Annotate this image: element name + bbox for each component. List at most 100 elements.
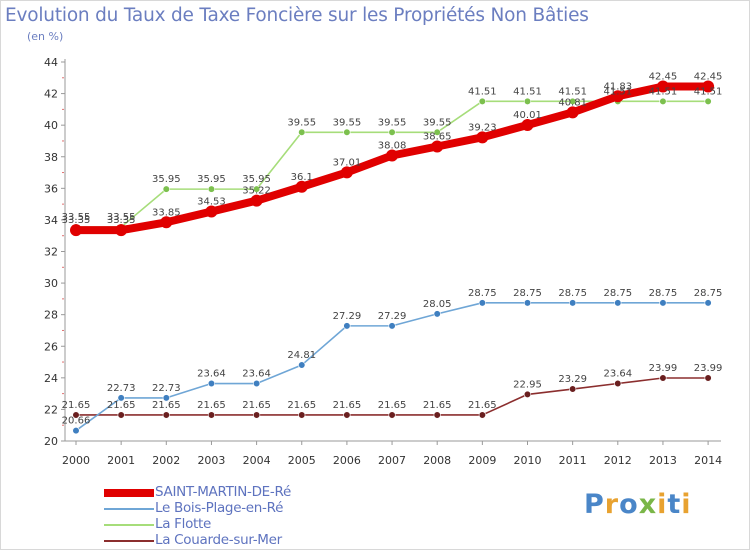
data-point-3-13 (659, 374, 667, 382)
data-point-1-11 (569, 299, 577, 307)
data-point-3-8 (433, 411, 441, 419)
data-point-1-14 (704, 299, 712, 307)
data-label-2-6: 39.55 (333, 117, 362, 128)
x-tick-label: 2014 (694, 454, 722, 467)
data-label-1-14: 28.75 (694, 288, 723, 299)
x-tick-label: 2003 (197, 454, 225, 467)
data-point-0-6 (340, 166, 353, 179)
data-point-2-8 (433, 128, 441, 136)
data-label-3-9: 21.65 (468, 400, 497, 411)
data-point-0-2 (160, 216, 173, 229)
legend-swatch (104, 540, 154, 542)
data-label-2-3: 35.95 (197, 174, 226, 185)
data-point-1-12 (614, 299, 622, 307)
data-label-2-9: 41.51 (468, 86, 497, 97)
y-tick-label: 26 (44, 340, 58, 353)
data-label-2-2: 35.95 (152, 174, 181, 185)
data-point-0-9 (476, 131, 489, 144)
data-point-2-6 (343, 128, 351, 136)
data-label-2-1: 33.55 (107, 212, 136, 223)
data-point-3-0 (72, 411, 80, 419)
y-tick-label: 38 (44, 151, 58, 164)
data-label-3-12: 23.64 (603, 369, 632, 380)
data-label-3-2: 21.65 (152, 400, 181, 411)
data-point-2-3 (207, 185, 216, 193)
data-point-3-14 (704, 374, 712, 382)
data-label-0-0: 33.35 (62, 215, 91, 226)
data-label-0-2: 33.85 (152, 207, 181, 218)
data-label-0-6: 37.01 (333, 157, 362, 168)
logo-letter: P (584, 489, 605, 520)
data-label-0-7: 38.08 (378, 140, 407, 151)
data-label-2-12: 41.51 (603, 86, 632, 97)
y-tick-label: 44 (44, 56, 58, 69)
data-point-1-13 (659, 299, 667, 307)
data-point-3-10 (523, 390, 532, 399)
legend-swatch (104, 489, 154, 497)
data-label-3-0: 21.65 (62, 400, 91, 411)
x-tick-label: 2001 (107, 454, 135, 467)
data-point-0-5 (295, 180, 308, 193)
data-label-0-4: 35.22 (242, 186, 271, 197)
data-point-1-1 (117, 394, 125, 402)
proxiti-logo: Proxiti (584, 489, 692, 520)
data-point-3-6 (343, 411, 351, 419)
data-point-0-13 (656, 80, 669, 93)
data-label-0-13: 42.45 (649, 71, 678, 82)
data-label-1-10: 28.75 (513, 288, 542, 299)
legend-label: La Flotte (155, 516, 212, 532)
data-point-1-2 (162, 394, 170, 402)
data-point-0-7 (386, 149, 399, 162)
data-label-0-11: 40.81 (558, 97, 587, 108)
logo-letter: i (657, 489, 668, 520)
data-label-0-3: 34.53 (197, 197, 226, 208)
data-label-3-7: 21.65 (378, 400, 407, 411)
data-point-1-8 (433, 310, 441, 318)
legend-label: SAINT-MARTIN-DE-Ré (155, 484, 291, 500)
data-label-2-14: 41.51 (694, 86, 723, 97)
data-point-3-2 (162, 411, 170, 419)
data-point-3-12 (614, 379, 622, 388)
data-label-2-4: 35.95 (242, 174, 271, 185)
x-tick-label: 2009 (468, 454, 496, 467)
x-tick-label: 2007 (378, 454, 406, 467)
data-point-2-13 (659, 97, 667, 105)
data-point-0-1 (115, 224, 128, 237)
data-point-0-4 (250, 194, 263, 207)
legend-label: La Couarde-sur-Mer (155, 532, 282, 548)
data-label-1-13: 28.75 (649, 288, 678, 299)
y-tick-label: 36 (44, 182, 58, 195)
legend-label: Le Bois-Plage-en-Ré (155, 500, 284, 516)
data-label-3-14: 23.99 (694, 363, 723, 374)
x-tick-label: 2005 (288, 454, 316, 467)
x-tick-label: 2002 (152, 454, 180, 467)
data-point-1-6 (343, 322, 351, 330)
data-label-1-6: 27.29 (333, 311, 362, 322)
data-point-0-11 (566, 106, 579, 119)
data-point-3-5 (298, 411, 306, 419)
data-label-0-8: 38.65 (423, 131, 452, 142)
data-point-3-11 (569, 385, 577, 393)
data-point-1-9 (478, 299, 486, 307)
data-label-3-8: 21.65 (423, 400, 452, 411)
y-axis-unit: (en %) (27, 30, 64, 43)
y-tick-label: 20 (44, 435, 58, 448)
x-tick-label: 2004 (243, 454, 271, 467)
legend-swatch (104, 508, 154, 510)
data-label-1-11: 28.75 (558, 288, 587, 299)
data-label-1-1: 22.73 (107, 383, 136, 394)
data-label-0-1: 33.35 (107, 215, 136, 226)
data-label-1-4: 23.64 (242, 369, 271, 380)
data-label-0-14: 42.45 (694, 71, 723, 82)
data-point-1-0 (72, 426, 80, 435)
data-point-2-7 (388, 128, 396, 136)
data-point-1-5 (298, 361, 306, 369)
data-point-1-4 (253, 379, 261, 388)
data-point-0-10 (521, 119, 534, 132)
data-point-1-3 (207, 379, 216, 388)
data-point-0-12 (611, 90, 624, 103)
y-tick-label: 42 (44, 88, 58, 101)
data-label-1-5: 24.81 (287, 350, 316, 361)
